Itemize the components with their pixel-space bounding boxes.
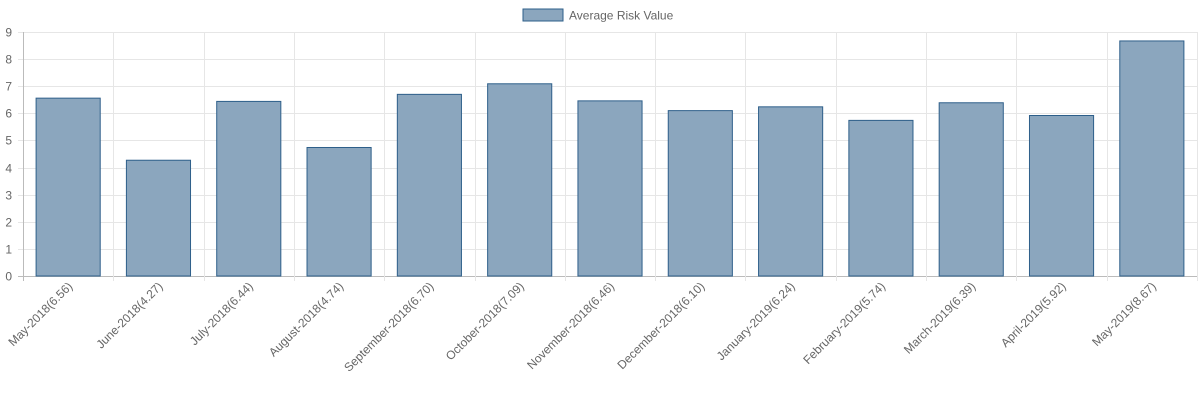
bar-10[interactable] [848,119,914,277]
x-tick-label: February-2019(5.74) [800,279,888,367]
y-tick-label: 9 [5,26,12,40]
x-tick-label: May-2019(8.67) [1089,279,1159,349]
bar-13[interactable] [1119,40,1185,277]
y-tick-label: 1 [5,243,12,257]
bar-2[interactable] [125,159,192,277]
bar-4[interactable] [306,146,372,277]
bar-6[interactable] [487,83,553,277]
x-tick-label: July-2018(6.44) [187,279,256,348]
bar-8[interactable] [667,110,733,277]
x-tick-label: October-2018(7.09) [443,279,527,363]
y-tick-label: 5 [5,134,12,148]
y-tick-label: 6 [5,107,12,121]
legend[interactable]: Average Risk Value [522,8,674,23]
x-tick-label: March-2019(6.39) [901,279,978,356]
y-tick-label: 7 [5,80,12,94]
y-tick-label: 4 [5,162,12,176]
x-tick-label: May-2018(6.56) [5,279,75,349]
bar-12[interactable] [1028,115,1095,277]
bar-9[interactable] [758,106,824,277]
x-tick-label: December-2018(6.10) [615,279,708,372]
bar-11[interactable] [938,102,1004,277]
x-tick-label: September-2018(6.70) [341,279,436,374]
x-tick-label: August-2018(4.74) [266,279,346,359]
y-tick-label: 8 [5,53,12,67]
legend-label: Average Risk Value [569,9,674,23]
bar-3[interactable] [216,100,282,277]
x-tick-label: January-2019(6.24) [714,279,798,363]
bar-5[interactable] [396,93,462,277]
x-tick-label: April-2019(5.92) [998,279,1069,350]
x-tick-label: June-2018(4.27) [93,279,165,351]
legend-swatch [522,8,564,22]
bar-7[interactable] [577,100,643,277]
y-tick-label: 0 [5,270,12,284]
y-tick-label: 3 [5,189,12,203]
bar-1[interactable] [35,97,101,277]
x-tick-label: November-2018(6.46) [524,279,617,372]
y-tick-label: 2 [5,216,12,230]
